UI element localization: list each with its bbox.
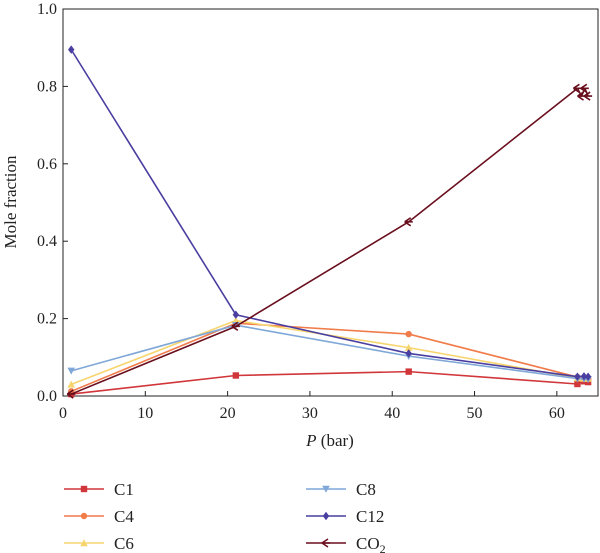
legend-label: C1 [114, 480, 134, 499]
x-tick-label: 50 [467, 405, 483, 422]
data-point [580, 372, 588, 381]
x-axis-ticks: 0 10 20 30 40 50 60 [59, 391, 565, 422]
data-point [67, 367, 76, 375]
legend-marker [80, 485, 88, 493]
x-axis-label-rest: (bar) [317, 431, 354, 450]
legend-marker [322, 485, 330, 493]
y-tick-label: 1.0 [37, 1, 57, 18]
y-tick-label: 0.0 [37, 388, 57, 405]
data-point [66, 389, 76, 399]
series-line [71, 324, 589, 381]
x-axis-label-italic: P [305, 431, 316, 450]
series-line [70, 322, 589, 393]
legend-label: C8 [356, 480, 376, 499]
series-line [70, 87, 589, 395]
series-layer [66, 45, 593, 399]
series-c6 [67, 316, 592, 388]
x-tick-label: 40 [384, 405, 400, 422]
legend-marker [80, 539, 88, 547]
legend-label: C6 [114, 534, 134, 553]
data-point [583, 91, 593, 101]
legend-item: C8 [306, 480, 376, 499]
series-line [71, 370, 589, 395]
plot-frame [62, 8, 599, 397]
data-point [572, 83, 582, 94]
series-c1 [68, 368, 592, 398]
data-point [580, 83, 589, 94]
y-tick-label: 0.4 [37, 233, 57, 250]
data-point [404, 217, 413, 227]
data-point [232, 372, 240, 379]
legend: C1 C4 C6 C8 C12 CO2 [64, 480, 386, 553]
data-point [584, 372, 592, 381]
series-line [70, 49, 589, 378]
data-point [68, 45, 75, 54]
legend-item: C12 [306, 507, 384, 526]
series-c4 [68, 320, 592, 395]
legend-item: C4 [64, 507, 134, 526]
data-point [405, 349, 412, 358]
data-point [232, 310, 240, 319]
y-axis-ticks: 0.0 0.2 0.4 0.6 0.8 1.0 [37, 1, 68, 405]
legend-marker [322, 511, 330, 521]
legend-label: CO2 [356, 534, 386, 553]
y-axis-label: Mole fraction [1, 155, 20, 248]
legend-marker [321, 538, 330, 548]
series-co2 [66, 83, 593, 399]
x-tick-label: 0 [59, 405, 67, 422]
x-axis-label: P (bar) [305, 431, 354, 450]
data-point [405, 368, 412, 375]
x-tick-label: 10 [137, 405, 153, 422]
x-tick-label: 30 [302, 405, 318, 422]
legend-label: C4 [114, 507, 134, 526]
y-tick-label: 0.8 [37, 78, 57, 95]
x-tick-label: 20 [220, 405, 236, 422]
data-point [405, 330, 412, 338]
legend-item: CO2 [306, 534, 386, 553]
legend-item: C6 [64, 534, 134, 553]
data-point [574, 380, 581, 388]
x-tick-label: 60 [549, 405, 565, 422]
series-c12 [68, 45, 592, 381]
legend-marker [80, 512, 88, 520]
data-point [231, 321, 240, 332]
data-point [574, 372, 581, 381]
legend-label: C12 [356, 507, 384, 526]
data-point [67, 380, 76, 388]
series-line [70, 319, 589, 386]
y-tick-label: 0.6 [37, 156, 57, 173]
legend-item: C1 [64, 480, 134, 499]
y-tick-label: 0.2 [37, 311, 57, 328]
data-point [404, 343, 413, 351]
